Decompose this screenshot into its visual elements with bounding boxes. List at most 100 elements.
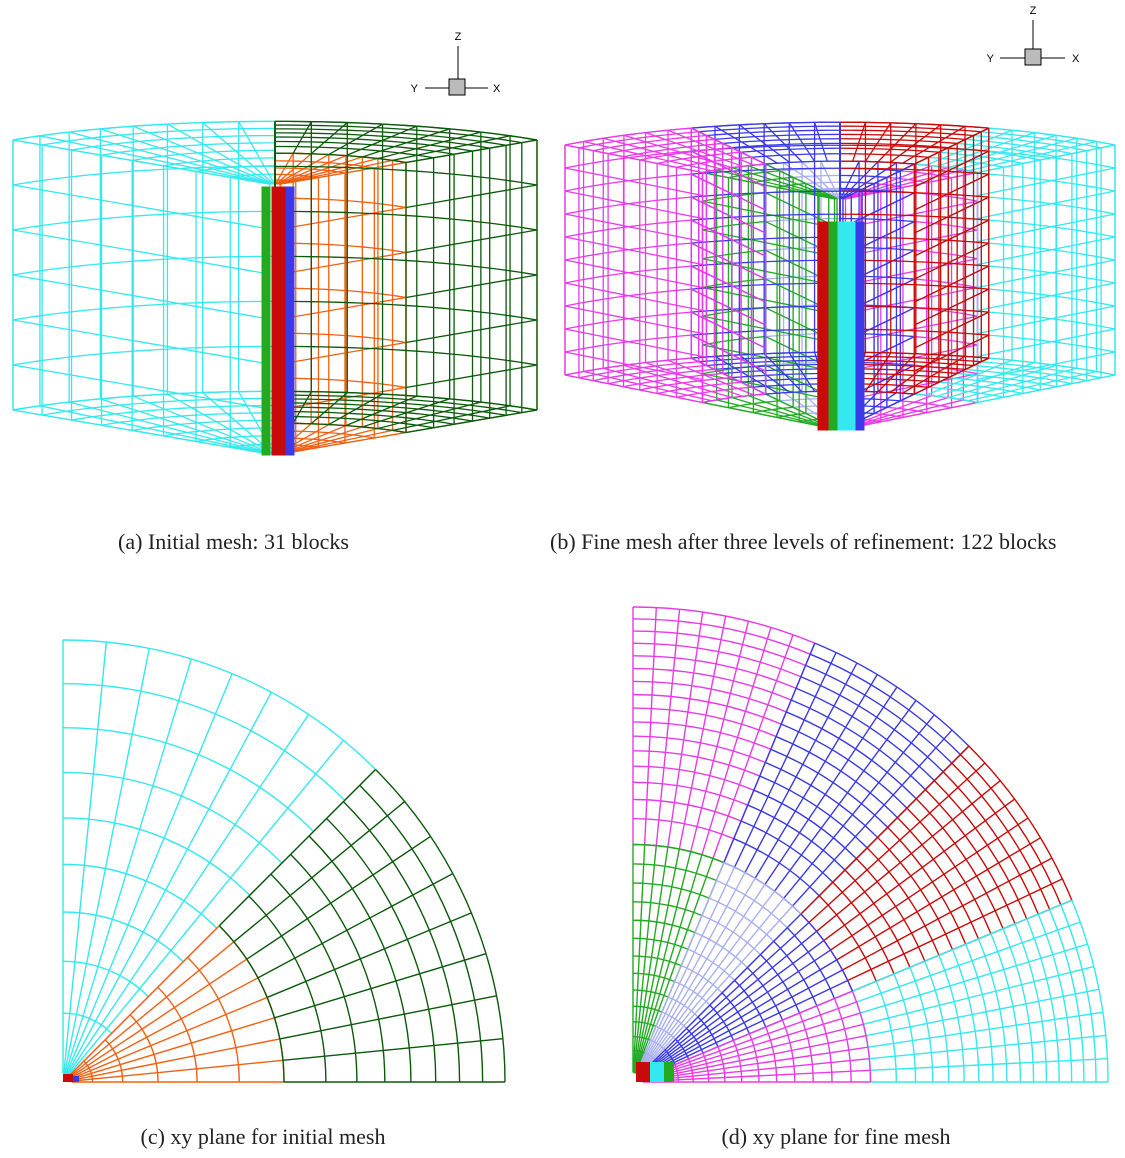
mesh-line (978, 329, 1116, 357)
mesh-radial (713, 635, 793, 859)
mesh-radial (72, 1060, 283, 1081)
mesh-line (565, 283, 703, 311)
mesh-line (275, 198, 406, 207)
mesh-radial (668, 612, 703, 847)
core-block (636, 1062, 650, 1082)
mesh-line (406, 320, 537, 343)
core-block (286, 187, 294, 455)
axis-label: Z (455, 31, 462, 43)
mesh-line (13, 256, 275, 275)
mesh-line (275, 378, 406, 387)
mesh-radial (70, 942, 234, 1077)
mesh-radial (691, 621, 749, 851)
axis-label: X (493, 83, 501, 95)
mesh-radial (66, 674, 232, 1074)
axis-label: X (1072, 53, 1080, 65)
mesh-line (280, 298, 406, 320)
mesh-radial (280, 996, 497, 1039)
mesh-line (565, 260, 703, 288)
mesh-line (13, 275, 270, 319)
mesh-line (978, 237, 1116, 265)
mesh-line (565, 191, 703, 219)
mesh-line (789, 123, 814, 162)
mesh-radial (636, 855, 702, 1073)
core-block (73, 1076, 79, 1082)
mesh-line (978, 306, 1116, 334)
mesh-line (13, 185, 270, 229)
mesh-line (13, 365, 270, 409)
core-block (818, 222, 828, 430)
mesh-line (978, 214, 1116, 242)
mesh-line (13, 301, 275, 320)
mesh-line (280, 208, 406, 230)
core-block (262, 187, 270, 455)
mesh-line (565, 306, 703, 334)
mesh-radial (842, 858, 1051, 970)
mesh-radial (72, 1039, 280, 1080)
core-block (828, 222, 838, 430)
mesh-line (133, 396, 272, 454)
mesh-line (978, 191, 1116, 219)
mesh-radial (817, 781, 1001, 932)
mesh-line (280, 343, 406, 365)
mesh-line (13, 211, 275, 230)
triad-b (1000, 20, 1065, 65)
mesh-radial (868, 1012, 1103, 1047)
mesh-line (13, 320, 270, 364)
mesh-radial (68, 714, 309, 1074)
mesh-line (565, 329, 703, 357)
mesh-radial (258, 874, 453, 978)
page: Z Y X Z Y X (a) Initial mesh: 31 blocks … (0, 0, 1125, 1158)
mesh-line (100, 399, 271, 454)
axis-label: Y (411, 83, 419, 95)
caption: (c) xy plane for initial mesh (0, 1117, 526, 1156)
mesh-radial (283, 1039, 503, 1061)
mesh-line (865, 123, 890, 162)
mesh-line (100, 129, 271, 184)
mesh-line (406, 275, 537, 298)
mesh-line (275, 243, 406, 252)
mesh-radial (274, 954, 485, 1018)
core-block (856, 222, 864, 430)
mesh-radial (863, 967, 1093, 1025)
mesh-line (13, 230, 270, 274)
core-block (838, 222, 856, 430)
mesh-line (275, 333, 406, 342)
core-block (664, 1062, 674, 1082)
core-block (650, 1062, 664, 1082)
mesh-radial (702, 627, 771, 854)
mesh-radial (642, 1013, 860, 1079)
axis-label: Z (1030, 5, 1037, 17)
mesh-radial (65, 648, 150, 1073)
caption: (d) xy plane for fine mesh (560, 1117, 1112, 1156)
mesh-radial (67, 692, 271, 1074)
mesh-line (978, 283, 1116, 311)
mesh-radial (69, 926, 219, 1076)
core-block (272, 187, 286, 455)
triad-a (425, 46, 488, 95)
triad-cube (1025, 49, 1041, 65)
mesh-line (280, 163, 406, 185)
mesh-line (565, 237, 703, 265)
mesh-radial (745, 663, 857, 872)
mesh-line (815, 122, 828, 161)
mesh-line (978, 260, 1116, 288)
mesh-radial (860, 944, 1087, 1013)
mesh-line (406, 185, 537, 208)
mesh-line (978, 168, 1116, 196)
caption: (a) Initial mesh: 31 blocks (118, 522, 349, 561)
mesh-line (280, 253, 406, 275)
triad-cube (449, 79, 465, 95)
mesh-radial (784, 715, 935, 899)
axis-label: Y (987, 53, 995, 65)
mesh-radial (71, 1018, 274, 1080)
figure: Z Y X Z Y X (0, 0, 1125, 1158)
mesh-line (275, 288, 406, 297)
mesh-line (565, 214, 703, 242)
mesh-line (406, 365, 537, 388)
caption: (b) Fine mesh after three levels of refi… (550, 522, 1122, 561)
mesh-line (13, 346, 275, 365)
mesh-radial (69, 740, 344, 1075)
mesh-radial (857, 922, 1081, 1002)
mesh-radial (71, 997, 267, 1078)
